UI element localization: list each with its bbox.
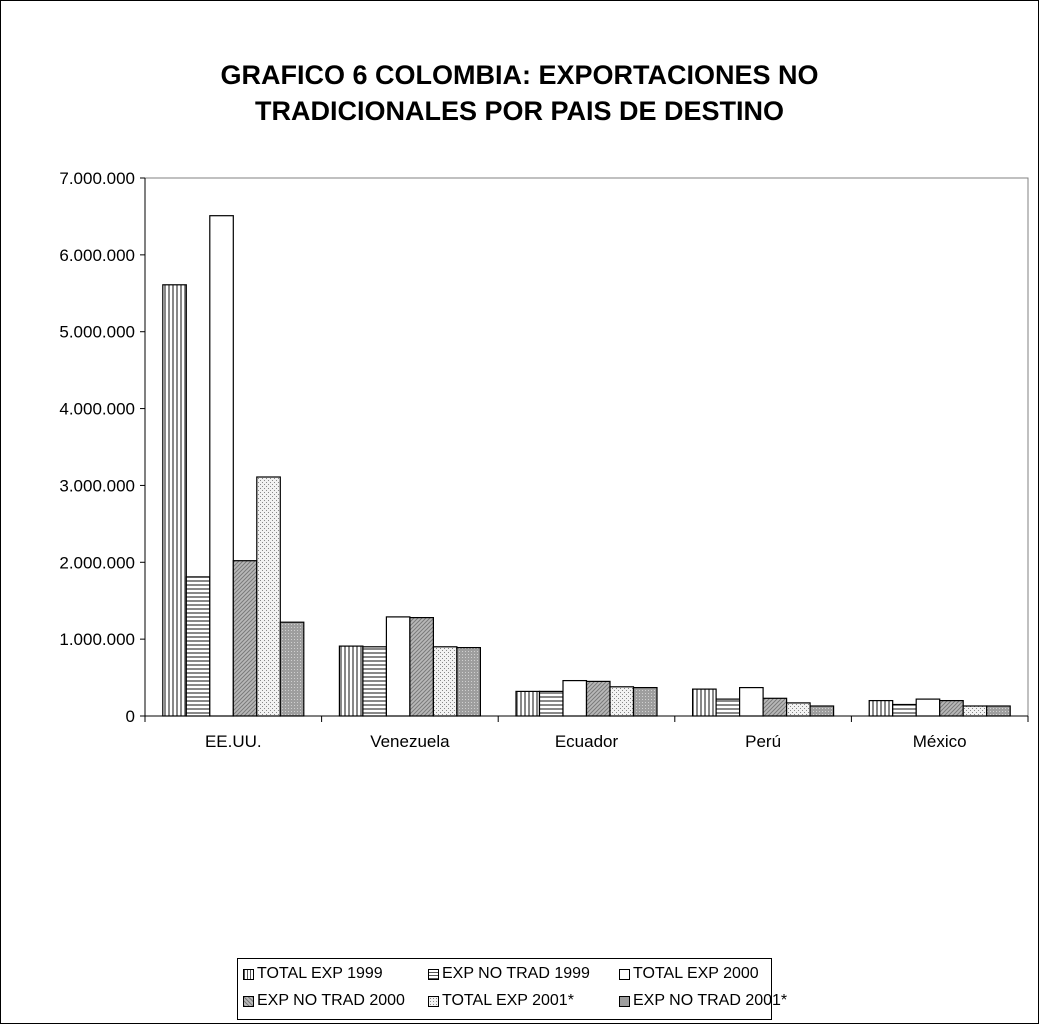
bar-3-per xyxy=(738,686,764,717)
bar-5-ee-uu xyxy=(256,476,281,717)
x-tick-label: Ecuador xyxy=(555,732,619,751)
chart-title: GRAFICO 6 COLOMBIA: EXPORTACIONES NO TRA… xyxy=(0,57,1039,129)
bar-2-ee-uu xyxy=(185,576,211,717)
legend-item: TOTAL EXP 1999 xyxy=(243,965,383,983)
legend-swatch xyxy=(243,968,254,980)
bar-5-ecuador xyxy=(609,686,635,717)
y-tick-label: 1.000.000 xyxy=(59,630,135,649)
bar-3-ecuador xyxy=(562,679,588,717)
legend-label: TOTAL EXP 2001* xyxy=(442,992,574,1009)
bar-5-m-xico xyxy=(962,705,988,717)
legend-swatch xyxy=(428,968,439,980)
bar-4-ee-uu xyxy=(232,560,258,717)
bar-2-m-xico xyxy=(892,703,917,717)
bar-6-venezuela xyxy=(456,646,481,717)
legend-swatch xyxy=(619,968,630,980)
y-tick-label: 7.000.000 xyxy=(59,169,135,188)
legend: TOTAL EXP 1999 EXP NO TRAD 1999 TOTAL EXP … xyxy=(237,958,787,1020)
x-tick-label: Perú xyxy=(745,732,781,751)
bar-1-m-xico xyxy=(868,699,894,717)
legend-label: EXP NO TRAD 1999 xyxy=(442,965,590,982)
bar-4-per xyxy=(762,697,788,717)
y-tick-label: 5.000.000 xyxy=(59,323,135,342)
bar-3-m-xico xyxy=(915,698,941,717)
bar-1-venezuela xyxy=(338,645,364,717)
x-tick-label: Venezuela xyxy=(370,732,450,751)
bar-2-per xyxy=(715,698,741,717)
bar-4-ecuador xyxy=(585,680,611,717)
bar-5-per xyxy=(785,702,811,717)
y-tick-label: 4.000.000 xyxy=(59,400,135,419)
y-tick-label: 0 xyxy=(126,707,135,726)
bar-4-venezuela xyxy=(409,616,434,717)
chart-title-line-2: TRADICIONALES POR PAIS DE DESTINO xyxy=(254,96,785,126)
bar-2-ecuador xyxy=(538,690,564,717)
legend-item: TOTAL EXP 2000 xyxy=(619,965,759,983)
y-tick-label: 3.000.000 xyxy=(59,476,135,495)
legend-label: TOTAL EXP 1999 xyxy=(257,965,383,982)
legend-swatch xyxy=(428,995,439,1007)
legend-item: EXP NO TRAD 2000 xyxy=(243,992,405,1010)
y-tick-label: 2.000.000 xyxy=(59,553,135,572)
legend-item: EXP NO TRAD 2001* xyxy=(619,992,787,1010)
bar-6-m-xico xyxy=(986,705,1011,717)
bar-5-venezuela xyxy=(432,646,458,717)
legend-item: EXP NO TRAD 1999 xyxy=(428,965,590,983)
bar-2-venezuela xyxy=(362,646,387,717)
bar-3-ee-uu xyxy=(209,215,234,717)
y-tick-label: 6.000.000 xyxy=(59,246,135,265)
bar-1-ecuador xyxy=(515,690,541,717)
x-tick-label: México xyxy=(913,732,967,751)
bar-6-ee-uu xyxy=(279,621,305,717)
legend-label: EXP NO TRAD 2001* xyxy=(633,992,788,1009)
x-tick-label: EE.UU. xyxy=(205,732,262,751)
bar-3-venezuela xyxy=(385,616,411,717)
legend-label: EXP NO TRAD 2000 xyxy=(257,992,405,1009)
legend-swatch xyxy=(243,995,254,1007)
legend-item: TOTAL EXP 2001* xyxy=(428,992,574,1010)
legend-swatch xyxy=(619,995,630,1007)
bar-1-per xyxy=(691,688,717,717)
bar-1-ee-uu xyxy=(162,284,187,717)
chart-title-line-1: GRAFICO 6 COLOMBIA: EXPORTACIONES NO xyxy=(220,60,819,90)
bar-6-per xyxy=(809,705,835,717)
bar-6-ecuador xyxy=(632,686,658,717)
legend-label: TOTAL EXP 2000 xyxy=(633,965,759,982)
bar-4-m-xico xyxy=(939,699,964,717)
